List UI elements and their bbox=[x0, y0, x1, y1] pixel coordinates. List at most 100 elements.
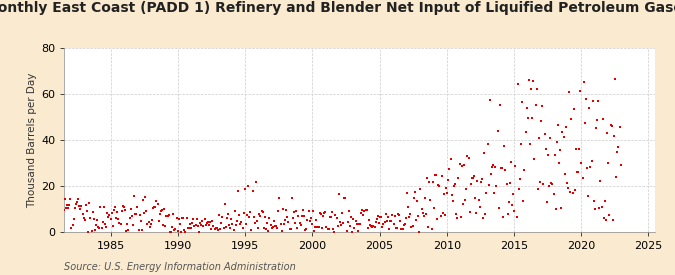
Point bbox=[380, 212, 391, 217]
Point bbox=[458, 163, 469, 167]
Point bbox=[252, 219, 263, 223]
Point bbox=[82, 208, 92, 213]
Point bbox=[487, 164, 497, 169]
Point bbox=[158, 223, 169, 227]
Point bbox=[186, 226, 196, 230]
Point bbox=[233, 189, 244, 193]
Point bbox=[417, 211, 428, 215]
Point bbox=[129, 194, 140, 198]
Point bbox=[306, 222, 317, 226]
Point bbox=[475, 205, 485, 210]
Point bbox=[439, 192, 450, 196]
Point bbox=[103, 214, 113, 219]
Point bbox=[376, 214, 387, 219]
Point bbox=[281, 207, 292, 212]
Point bbox=[215, 227, 225, 232]
Point bbox=[495, 166, 506, 170]
Point bbox=[201, 221, 212, 226]
Text: Monthly East Coast (PADD 1) Refinery and Blender Net Input of Liquified Petroleu: Monthly East Coast (PADD 1) Refinery and… bbox=[0, 1, 675, 15]
Point bbox=[597, 117, 608, 121]
Point bbox=[512, 81, 523, 86]
Point bbox=[528, 79, 539, 83]
Point bbox=[126, 214, 137, 219]
Point bbox=[327, 210, 338, 214]
Point bbox=[151, 199, 162, 204]
Point bbox=[57, 208, 68, 213]
Point bbox=[320, 210, 331, 214]
Point bbox=[578, 80, 589, 84]
Point bbox=[388, 222, 399, 226]
Point bbox=[202, 219, 213, 224]
Point bbox=[563, 186, 574, 190]
Point bbox=[448, 199, 458, 203]
Point bbox=[295, 223, 306, 227]
Point bbox=[94, 226, 105, 230]
Point bbox=[304, 219, 315, 223]
Point bbox=[491, 184, 502, 189]
Point bbox=[609, 133, 620, 138]
Point bbox=[131, 211, 142, 216]
Point bbox=[604, 213, 615, 218]
Point bbox=[254, 212, 265, 216]
Point bbox=[128, 223, 138, 228]
Point bbox=[381, 219, 392, 223]
Point bbox=[136, 219, 146, 223]
Point bbox=[121, 229, 132, 233]
Point bbox=[593, 99, 603, 104]
Point bbox=[273, 208, 284, 213]
Point bbox=[244, 214, 254, 219]
Point bbox=[312, 225, 323, 230]
Point bbox=[179, 227, 190, 232]
Point bbox=[554, 161, 564, 165]
Point bbox=[520, 130, 531, 135]
Point bbox=[74, 204, 84, 208]
Point bbox=[338, 221, 348, 225]
Point bbox=[574, 147, 585, 151]
Point bbox=[53, 198, 63, 202]
Point bbox=[342, 220, 353, 224]
Point bbox=[245, 210, 256, 214]
Point bbox=[298, 208, 308, 213]
Point bbox=[68, 217, 79, 221]
Point bbox=[501, 182, 512, 187]
Point bbox=[284, 227, 295, 232]
Point bbox=[240, 186, 250, 191]
Point bbox=[243, 184, 254, 189]
Point bbox=[56, 219, 67, 224]
Point bbox=[527, 116, 538, 120]
Point bbox=[256, 209, 267, 214]
Point bbox=[446, 192, 457, 197]
Point bbox=[557, 130, 568, 134]
Point bbox=[130, 212, 140, 216]
Point bbox=[209, 227, 220, 232]
Point bbox=[274, 196, 285, 200]
Point bbox=[351, 221, 362, 226]
Point bbox=[176, 230, 186, 234]
Point bbox=[419, 196, 430, 200]
Point bbox=[296, 214, 307, 218]
Point bbox=[537, 104, 547, 108]
Point bbox=[211, 226, 221, 230]
Point bbox=[509, 209, 520, 214]
Point bbox=[123, 228, 134, 232]
Point bbox=[350, 219, 361, 223]
Point bbox=[279, 222, 290, 227]
Point bbox=[138, 197, 148, 202]
Point bbox=[145, 222, 156, 227]
Point bbox=[568, 107, 579, 111]
Point bbox=[140, 195, 151, 199]
Point bbox=[93, 225, 104, 230]
Point bbox=[333, 192, 344, 197]
Point bbox=[357, 208, 368, 212]
Point bbox=[367, 225, 378, 230]
Point bbox=[138, 210, 149, 215]
Point bbox=[567, 191, 578, 196]
Point bbox=[480, 211, 491, 216]
Point bbox=[308, 229, 319, 233]
Point bbox=[266, 226, 277, 230]
Point bbox=[564, 90, 574, 95]
Point bbox=[230, 209, 240, 213]
Point bbox=[535, 180, 545, 185]
Point bbox=[519, 167, 530, 172]
Point bbox=[504, 200, 514, 204]
